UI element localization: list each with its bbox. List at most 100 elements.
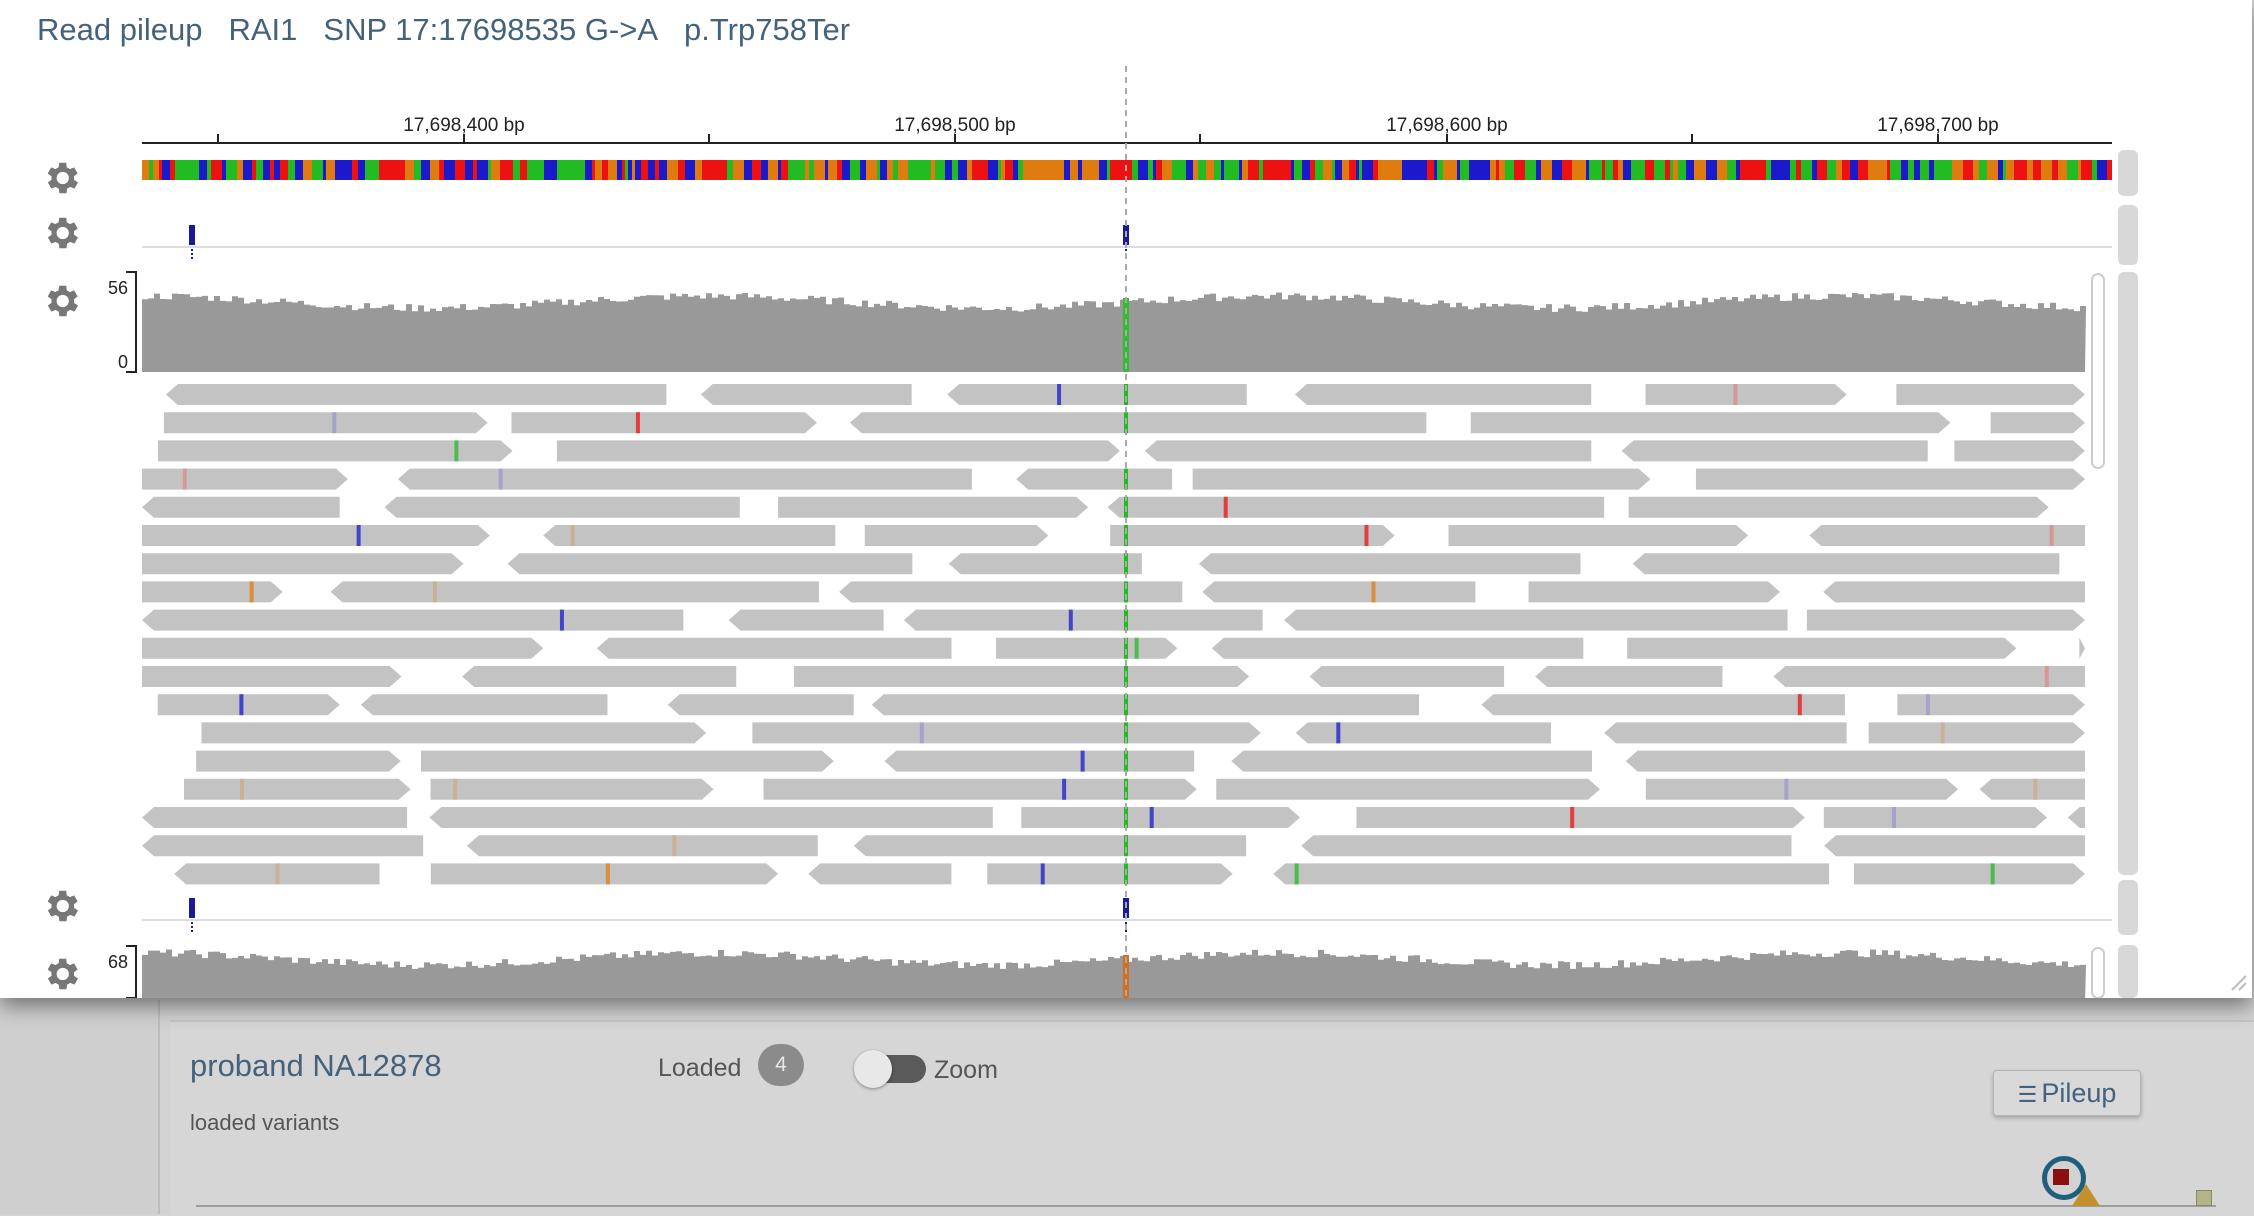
reference-base xyxy=(430,160,439,180)
reference-base xyxy=(1107,160,1110,180)
track-scrollbar[interactable] xyxy=(2118,945,2138,998)
reads-scroll-thumb[interactable] xyxy=(2091,273,2105,469)
reference-base xyxy=(162,160,170,180)
reference-base xyxy=(2027,160,2033,180)
reference-base xyxy=(1908,160,1914,180)
read-mismatch xyxy=(332,412,337,434)
reference-base xyxy=(159,160,162,180)
aligned-read xyxy=(142,581,283,603)
reference-base xyxy=(809,160,814,180)
reference-base xyxy=(595,160,602,180)
aligned-read xyxy=(1309,666,1505,687)
read-mismatch xyxy=(454,440,459,462)
loaded-label: Loaded xyxy=(658,1054,742,1082)
zoom-label: Zoom xyxy=(934,1056,998,1084)
track-scrollbar[interactable] xyxy=(2118,205,2138,265)
read-mismatch xyxy=(1080,750,1085,772)
read-mismatch xyxy=(1784,778,1789,800)
reference-base xyxy=(1490,160,1496,180)
track-scrollbars[interactable] xyxy=(2091,150,2138,998)
reference-base xyxy=(2006,160,2014,180)
aligned-read xyxy=(1853,863,2085,885)
aligned-read xyxy=(1625,750,2085,772)
reference-base xyxy=(880,160,887,180)
reference-base xyxy=(1116,160,1125,180)
reference-base xyxy=(444,160,447,180)
reference-base xyxy=(1740,160,1747,180)
track-scrollbar[interactable] xyxy=(2118,150,2138,196)
reference-base xyxy=(544,160,549,180)
reference-base xyxy=(1302,160,1310,180)
reference-base xyxy=(288,160,295,180)
aligned-read xyxy=(421,750,834,772)
reference-base xyxy=(256,160,263,180)
reference-base xyxy=(1385,160,1396,180)
aligned-read xyxy=(1202,581,1476,603)
variant-marker-small[interactable] xyxy=(2196,1190,2212,1206)
reference-base xyxy=(488,160,491,180)
aligned-read xyxy=(778,496,1089,518)
aligned-read xyxy=(1448,525,1749,546)
aligned-read xyxy=(1627,637,2017,659)
reference-base xyxy=(1370,160,1373,180)
aligned-read xyxy=(1896,384,2085,405)
read-variant-base xyxy=(1124,722,1128,744)
reference-base xyxy=(1654,160,1662,180)
variant-marker-triangle[interactable] xyxy=(2072,1184,2100,1206)
aligned-read xyxy=(507,553,913,575)
track-scrollbar[interactable] xyxy=(2118,880,2138,935)
read-mismatch xyxy=(1940,722,1945,744)
gear-icon[interactable] xyxy=(40,212,82,254)
reference-base xyxy=(207,160,211,180)
reference-base xyxy=(1572,160,1580,180)
reference-base xyxy=(1580,160,1586,180)
aligned-read xyxy=(430,778,714,800)
sample-subtitle: loaded variants xyxy=(190,1110,340,1135)
reference-base xyxy=(1541,160,1552,180)
coverage-ymin-label: 0 xyxy=(118,352,128,372)
list-icon: ☰ xyxy=(2017,1082,2038,1107)
reference-base xyxy=(571,160,579,180)
gear-icon[interactable] xyxy=(40,953,82,995)
coverage-scroll-thumb[interactable] xyxy=(2091,947,2105,998)
aligned-read xyxy=(142,609,684,631)
gear-icon[interactable] xyxy=(40,280,82,322)
left-sidebar xyxy=(0,1000,160,1214)
reference-base xyxy=(617,160,622,180)
resize-grip-icon[interactable] xyxy=(2228,972,2248,992)
reference-base xyxy=(346,160,352,180)
track-scrollbar[interactable] xyxy=(2118,272,2138,875)
read-mismatch xyxy=(498,468,503,490)
aligned-read xyxy=(987,863,1233,885)
variant-marker-square[interactable] xyxy=(2053,1169,2069,1185)
reference-base xyxy=(316,160,323,180)
read-mismatch xyxy=(1294,863,1299,885)
reference-base xyxy=(2092,160,2097,180)
reference-base xyxy=(1356,160,1359,180)
zoom-toggle-knob[interactable] xyxy=(854,1050,892,1088)
reference-base xyxy=(1706,160,1717,180)
reference-base xyxy=(1172,160,1179,180)
reference-base xyxy=(608,160,617,180)
aligned-read xyxy=(157,440,513,462)
aligned-read xyxy=(466,835,818,857)
reference-base xyxy=(1125,160,1132,180)
reference-base xyxy=(190,160,199,180)
reference-base xyxy=(365,160,370,180)
pileup-viewer[interactable]: 17,698,400 bp 17,698,500 bp 17,698,600 bp 1… xyxy=(0,0,2252,998)
reference-base xyxy=(270,160,274,180)
gear-icon[interactable] xyxy=(40,157,82,199)
read-mismatch xyxy=(1371,581,1376,603)
reference-base xyxy=(1362,160,1366,180)
aligned-read xyxy=(1824,835,2085,857)
gear-icon[interactable] xyxy=(40,885,82,927)
reference-base xyxy=(1827,160,1836,180)
reference-base xyxy=(945,160,952,180)
reference-base xyxy=(1283,160,1291,180)
aligned-read xyxy=(142,666,402,687)
reference-base xyxy=(1589,160,1595,180)
aligned-read xyxy=(1199,553,1581,575)
reference-base xyxy=(1206,160,1214,180)
reference-base xyxy=(379,160,384,180)
pileup-button[interactable]: ☰ Pileup xyxy=(1993,1070,2141,1116)
